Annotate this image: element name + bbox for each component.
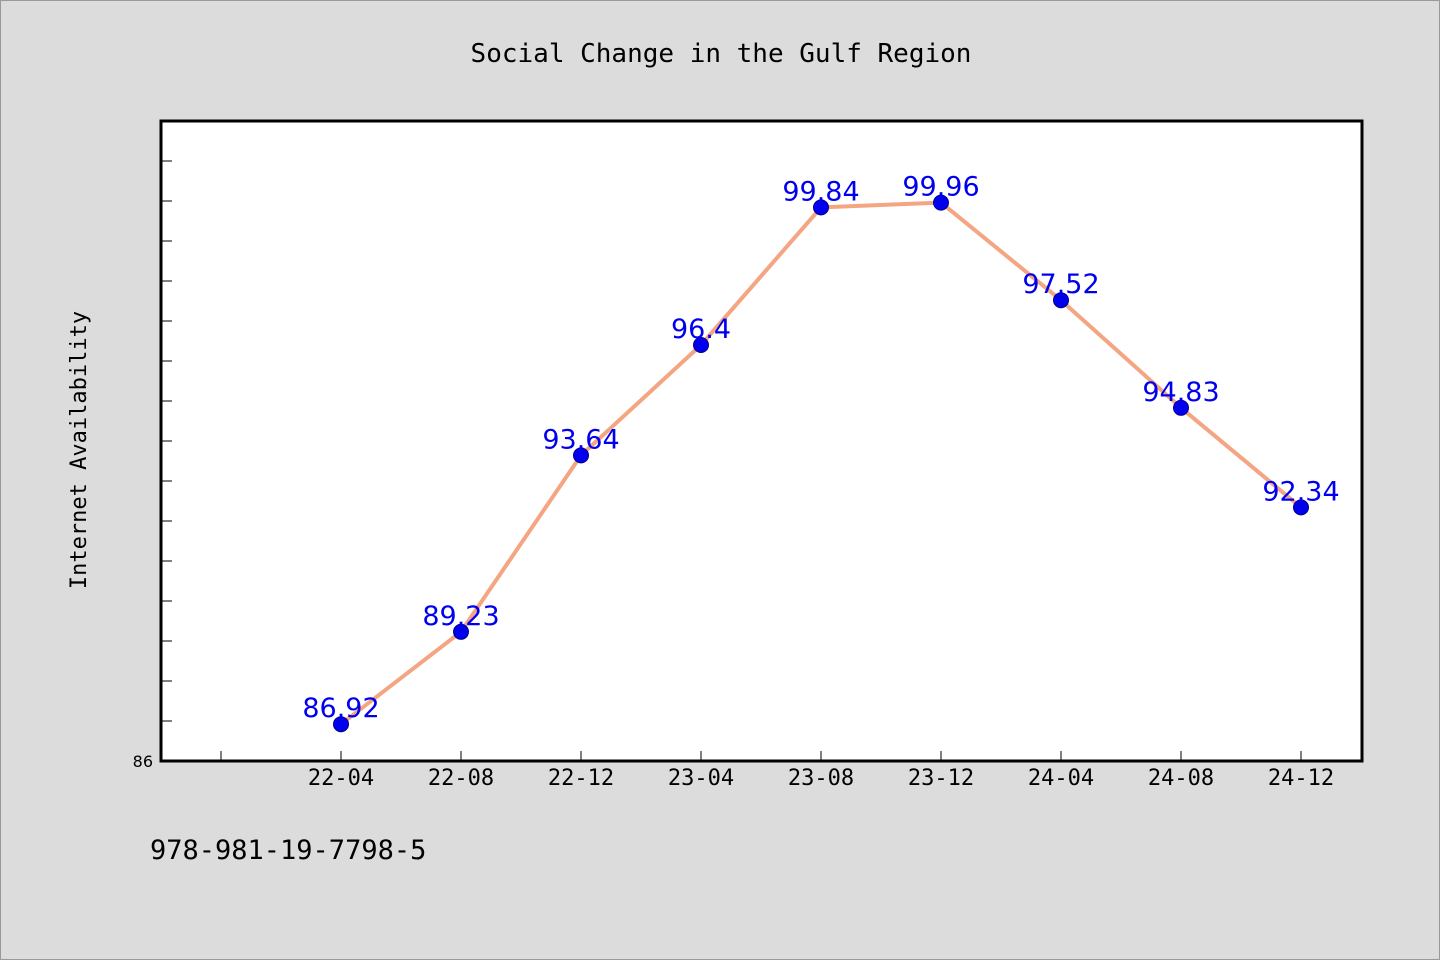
y-tick-label: 86 <box>133 752 153 771</box>
x-tick-label: 24-08 <box>1148 766 1214 791</box>
data-point <box>573 447 589 464</box>
data-point <box>813 199 829 216</box>
data-point <box>1053 292 1069 309</box>
data-label: 96.4 <box>671 314 731 345</box>
data-point <box>333 716 349 733</box>
data-point <box>693 337 709 353</box>
x-tick-label: 23-08 <box>788 766 854 791</box>
plot-area <box>159 119 1364 763</box>
x-tick-label: 23-04 <box>668 766 734 791</box>
y-axis-label: Internet Availability <box>67 311 92 589</box>
x-tick-label: 23-12 <box>908 766 974 791</box>
y-axis-ticks: 86 <box>133 160 172 771</box>
data-point <box>1293 499 1309 516</box>
data-label: 97.52 <box>1022 269 1099 300</box>
x-tick-label: 22-08 <box>428 766 494 791</box>
x-tick-label: 24-04 <box>1028 766 1094 791</box>
data-label: 86.92 <box>302 693 379 724</box>
x-tick-label: 22-04 <box>308 766 374 791</box>
x-tick-label: 24-12 <box>1268 766 1334 791</box>
data-point <box>933 194 949 211</box>
isbn-text: 978-981-19-7798-5 <box>150 835 427 866</box>
data-label: 93.64 <box>542 424 619 455</box>
data-label: 89.23 <box>422 601 499 632</box>
x-tick-label: 22-12 <box>548 766 614 791</box>
x-axis-ticks: 22-04 22-08 22-12 23-04 23-08 23-12 24-04 24-08… <box>220 751 1334 791</box>
data-point <box>1173 399 1189 416</box>
series-labels-group: 86.92 89.23 93.64 96.4 99.84 99.96 97.52 94.83 9… <box>302 172 1339 725</box>
chart-title: Social Change in the Gulf Region <box>471 39 972 69</box>
data-label: 99.96 <box>902 172 979 203</box>
series-markers-group <box>333 194 1309 733</box>
data-label: 94.83 <box>1142 377 1219 408</box>
data-label: 99.84 <box>782 176 859 207</box>
data-label: 92.34 <box>1262 476 1339 507</box>
data-point <box>453 623 469 640</box>
